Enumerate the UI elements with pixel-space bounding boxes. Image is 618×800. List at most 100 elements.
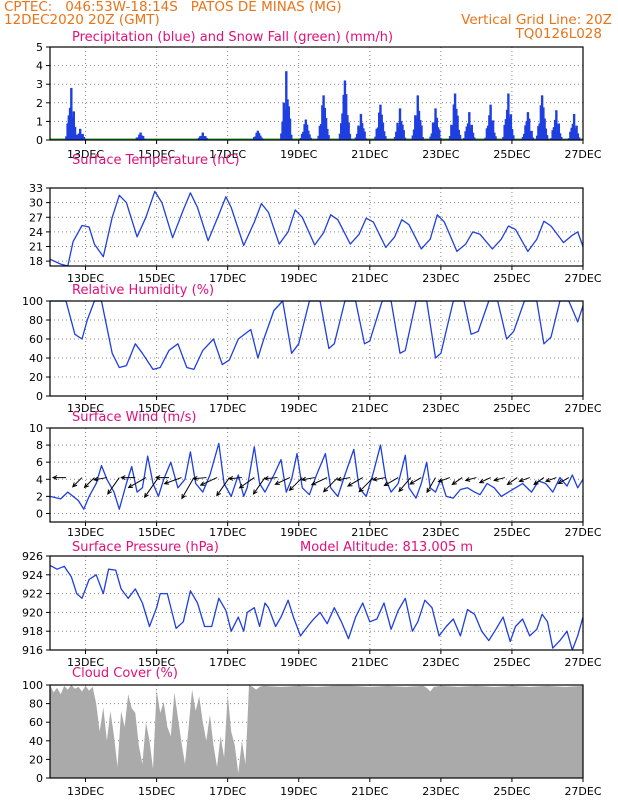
wind-arrow [216,477,230,497]
precipitation-bar [346,115,349,140]
model-altitude-label: Model Altitude: 813.005 m [300,540,473,555]
precipitation-bar [507,93,510,140]
x-tick-label: 25DEC [493,402,530,415]
x-tick-label: 23DEC [422,148,459,161]
x-tick-label: 13DEC [67,656,104,669]
precipitation-bar [570,127,573,140]
wind-arrow [300,476,315,482]
x-tick-label: 21DEC [351,526,388,539]
precipitation-bar [558,133,562,140]
precipitation-bar [286,99,289,140]
precipitation-bar [553,119,557,140]
precipitation-bar [485,128,489,140]
precipitation-bar [401,124,404,140]
precipitation-bar [509,114,513,140]
panel-frame [49,684,584,779]
precipitation-bar [508,117,511,140]
wind-arrow [398,477,412,493]
precipitation-bar [200,135,203,140]
precipitation-bar [490,120,494,140]
precipitation-bar [574,128,577,140]
y-tick-label: 21 [29,241,43,254]
precipitation-bar [456,115,459,140]
y-tick-label: 2 [36,97,43,110]
wind-arrow [464,477,477,482]
y-tick-label: 0 [36,134,43,147]
wind-arrow [83,477,95,489]
precipitation-bar [419,120,422,140]
x-tick-label: 15DEC [138,402,175,415]
precipitation-bar [140,135,144,140]
header-line-1: CPTEC: 046:53W-18:14S PATOS DE MINAS (MG… [4,0,342,15]
x-tick-label: 17DEC [209,785,246,798]
precipitation-bar [510,128,514,140]
precipitation-bar [458,134,462,140]
precipitation-bar [524,125,527,140]
precipitation-bar [199,136,202,140]
x-tick-label: 23DEC [422,785,459,798]
y-tick-label: 30 [29,197,43,210]
precipitation-bar [322,95,325,140]
y-tick-label: 0 [36,390,43,403]
precipitation-bar [287,106,290,140]
precipitation-bar [341,113,344,140]
precipitation-bar [551,130,554,140]
precipitation-bar [453,93,457,140]
wind-arrow [506,477,518,486]
precipitation-bar [439,137,442,140]
precipitation-bar [82,137,86,140]
precipitation-bar [136,137,140,140]
precipitation-bar [359,113,363,140]
precipitation-bar [305,124,309,140]
y-tick-label: 18 [29,255,43,268]
y-tick-label: 5 [36,41,43,54]
precipitation-bar [421,137,424,140]
precipitation-bar [535,135,539,140]
x-tick-label: 15DEC [138,526,175,539]
wind-arrow [493,477,505,482]
precipitation-bar [550,138,553,140]
precipitation-bar [202,136,206,140]
precipitation-bar [354,137,358,140]
precipitation-bar [197,137,201,140]
wind-arrow [322,477,339,493]
precipitation-bar [79,128,82,140]
cloud-cover-area [50,685,583,778]
precipitation-bar [71,116,74,140]
precipitation-bar [448,136,452,140]
x-tick-label: 21DEC [351,656,388,669]
x-tick-label: 19DEC [280,526,317,539]
wind-arrow [288,477,303,492]
precipitation-bar [135,137,139,140]
precipitation-bar [342,94,345,140]
precipitation-bar [560,136,563,140]
panel-frame [49,555,584,651]
wind-arrow [383,477,399,487]
precipitation-bar [326,128,329,140]
precipitation-bar [256,130,260,140]
wind-arrow [310,477,328,486]
precipitation-bar [488,115,491,140]
y-tick-label: 100 [22,679,43,692]
precipitation-bar [431,122,435,140]
x-tick-label: 27DEC [564,402,601,415]
precipitation-bar [307,130,310,140]
header-line-2: 12DEC2020 20Z (GMT) [4,12,160,28]
precipitation-bar [489,104,492,140]
precipitation-bar [539,105,543,140]
y-tick-label: 80 [29,314,43,327]
precipitation-bar [414,115,417,140]
precipitation-bar [324,117,328,140]
wind-arrow [199,477,218,486]
x-tick-label: 15DEC [138,272,175,285]
precipitation-bar [364,138,368,140]
precipitation-bar [465,126,469,140]
precipitation-bar [556,124,559,140]
precipitation-bar [76,134,79,140]
precipitation-bar [435,117,438,140]
wind-arrow [358,477,374,493]
precipitation-bar [321,105,324,140]
precipitation-bar [283,109,287,140]
precipitation-bar [484,137,487,140]
x-tick-label: 27DEC [564,656,601,669]
